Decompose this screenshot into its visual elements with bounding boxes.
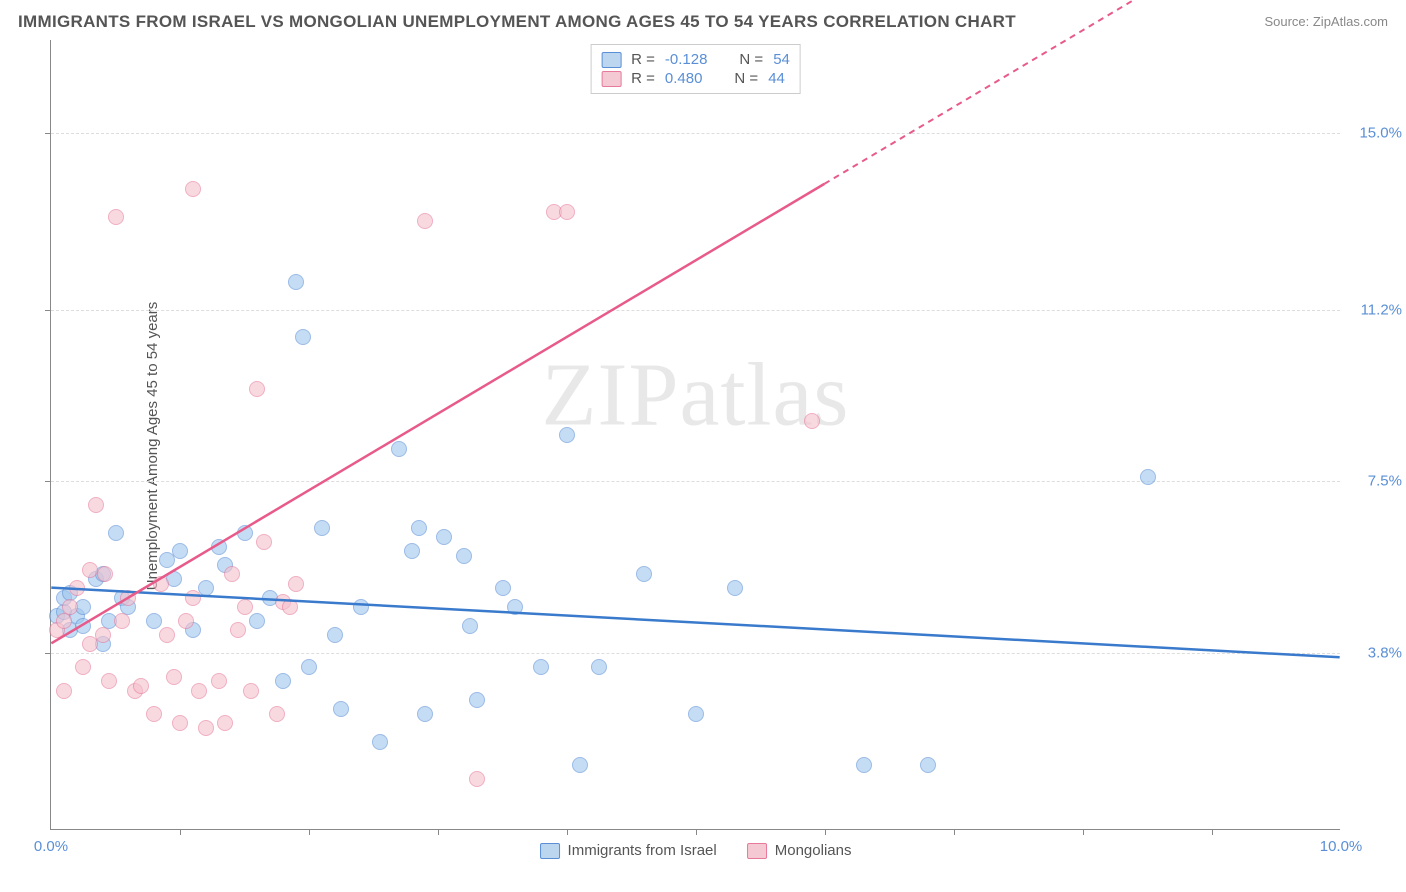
legend-swatch xyxy=(747,843,767,859)
legend-swatch xyxy=(601,52,621,68)
legend-series: Immigrants from Israel Mongolians xyxy=(540,842,852,859)
legend-r-value: -0.128 xyxy=(665,51,708,68)
y-tick-label: 11.2% xyxy=(1361,301,1402,318)
y-tick-label: 15.0% xyxy=(1359,124,1402,141)
legend-n-value: 44 xyxy=(768,70,785,87)
legend-label: Immigrants from Israel xyxy=(568,842,717,859)
legend-item: Mongolians xyxy=(747,842,852,859)
legend-label: Mongolians xyxy=(775,842,852,859)
x-tick-label: 0.0% xyxy=(34,838,68,855)
legend-swatch xyxy=(540,843,560,859)
legend-correlation: R =-0.128N =54R =0.480N =44 xyxy=(590,44,801,94)
legend-swatch xyxy=(601,71,621,87)
legend-item: Immigrants from Israel xyxy=(540,842,717,859)
trend-lines xyxy=(51,40,1340,829)
legend-n-value: 54 xyxy=(773,51,790,68)
legend-r-value: 0.480 xyxy=(665,70,703,87)
plot-area: ZIPatlas 3.8%7.5%11.2%15.0%0.0%10.0% R =… xyxy=(50,40,1340,830)
y-tick-label: 7.5% xyxy=(1368,473,1402,490)
chart-title: IMMIGRANTS FROM ISRAEL VS MONGOLIAN UNEM… xyxy=(18,12,1016,32)
chart-source: Source: ZipAtlas.com xyxy=(1264,14,1388,29)
y-tick-label: 3.8% xyxy=(1368,645,1402,662)
x-tick-label: 10.0% xyxy=(1320,838,1363,855)
